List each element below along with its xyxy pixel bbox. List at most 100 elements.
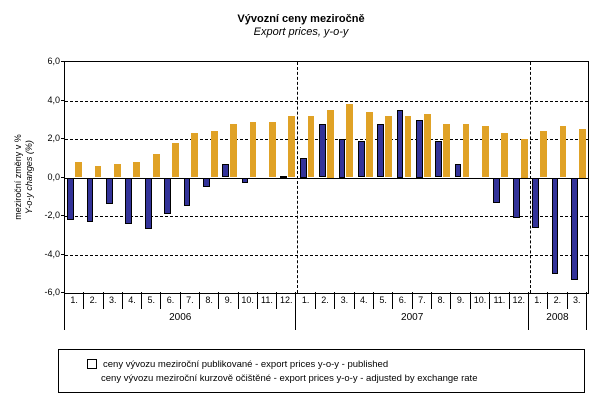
bar-adjusted-2007-7 — [423, 113, 431, 178]
month-label-2007-9: 9. — [451, 292, 471, 309]
month-label-2007-8: 8. — [432, 292, 452, 309]
month-label-2006-6: 6. — [161, 292, 181, 309]
x-axis: 1. 2. 3. 4. 5. 6. 7. 8. 9. 10. 11. 12. 2006 1. 2. 3. 4. 5… — [64, 292, 589, 330]
bar-adjusted-2006-3 — [114, 164, 121, 178]
month-label-2007-6: 6. — [393, 292, 413, 309]
bar-adjusted-2006-11 — [268, 121, 276, 178]
gridline--4,0 — [65, 254, 588, 256]
bar-published-2007-7 — [415, 119, 423, 178]
y-tick-mark-5 — [61, 253, 65, 255]
y-tick-mark-0 — [61, 61, 65, 62]
month-label-2007-1: 1. — [296, 292, 316, 309]
year-group-2007: 1. 2. 3. 4. 5. 6. 7. 8. 9. 10. 11. 12. 2007 — [296, 292, 529, 330]
y-tick-mark-6 — [61, 292, 65, 293]
bar-adjusted-2006-8 — [210, 131, 218, 178]
y-tick-mark-2 — [61, 138, 65, 139]
bar-adjusted-2007-12 — [520, 139, 528, 178]
month-label-2006-7: 7. — [181, 292, 200, 309]
month-label-2007-10: 10. — [471, 292, 491, 309]
bar-published-2006-8 — [202, 177, 210, 188]
bar-adjusted-2006-7 — [191, 133, 199, 178]
y-tick-label-4: -2,0 — [44, 210, 60, 220]
chart-subtitle: Export prices, y-o-y — [253, 26, 349, 38]
bar-published-2008-3 — [570, 177, 578, 280]
bar-published-2006-12 — [280, 175, 288, 178]
year-group-2006: 1. 2. 3. 4. 5. 6. 7. 8. 9. 10. 11. 12. 2006 — [64, 292, 297, 330]
bar-published-2006-5 — [144, 177, 152, 230]
legend-row-adjusted: ceny vývozu meziroční kurzově očištěné -… — [87, 373, 584, 384]
legend-label-published: ceny vývozu meziroční publikované - expo… — [103, 358, 389, 370]
y-tick-label-3: 0,0 — [47, 171, 60, 182]
month-label-2006-5: 5. — [142, 292, 162, 309]
bar-adjusted-2007-1 — [307, 115, 315, 178]
bar-adjusted-2007-8 — [443, 123, 451, 178]
y-axis-title-czech: meziroční změny v % — [13, 134, 23, 220]
month-label-2006-4: 4. — [123, 292, 143, 309]
bar-published-2006-2 — [86, 177, 94, 222]
month-label-2006-1: 1. — [65, 292, 85, 309]
month-label-2006-10: 10. — [239, 292, 258, 309]
month-label-2006-9: 9. — [219, 292, 239, 309]
bar-adjusted-2007-3 — [346, 104, 354, 178]
y-tick-label-5: -4,0 — [44, 248, 60, 259]
y-tick-mark-3 — [61, 176, 65, 178]
month-label-2007-11: 11. — [490, 292, 510, 309]
bar-adjusted-2006-2 — [94, 165, 102, 178]
chart-title: Vývozní ceny meziročně — [237, 13, 365, 25]
month-label-2006-11: 11. — [258, 292, 278, 309]
bar-adjusted-2007-11 — [501, 133, 509, 178]
bar-adjusted-2008-2 — [559, 125, 567, 178]
gridline-2,0 — [65, 139, 588, 140]
bar-published-2007-2 — [319, 123, 326, 178]
bar-published-2008-1 — [532, 177, 539, 228]
bar-adjusted-2006-1 — [75, 162, 83, 178]
y-tick-mark-1 — [61, 99, 65, 101]
bar-published-2006-7 — [183, 177, 191, 207]
bar-adjusted-2007-2 — [327, 110, 334, 178]
adjusted-series-swatch — [87, 374, 95, 382]
month-label-2008-1: 1. — [529, 292, 549, 309]
y-tick-mark-4 — [61, 215, 65, 216]
bar-adjusted-2007-4 — [365, 112, 373, 178]
plot-area — [64, 61, 589, 294]
bar-adjusted-2006-9 — [230, 123, 237, 178]
month-label-2007-4: 4. — [355, 292, 374, 309]
year-group-2008: 1. 2. 3. 2008 — [529, 292, 587, 330]
bar-published-2006-10 — [241, 177, 249, 184]
month-row-2008: 1. 2. 3. — [529, 292, 586, 309]
month-label-2006-2: 2. — [84, 292, 104, 309]
month-label-2008-3: 3. — [573, 295, 581, 305]
gridline-4,0 — [65, 100, 588, 102]
legend-box: ceny vývozu meziroční publikované - expo… — [58, 349, 585, 393]
bar-adjusted-2006-6 — [172, 142, 179, 178]
bar-adjusted-2007-5 — [385, 115, 392, 178]
bar-adjusted-2006-10 — [249, 121, 257, 178]
bar-published-2007-4 — [357, 140, 365, 178]
bar-published-2007-11 — [493, 177, 501, 203]
bar-adjusted-2006-12 — [288, 115, 296, 178]
month-label-2007-3: 3. — [335, 292, 355, 309]
month-row-2006: 1. 2. 3. 4. 5. 6. 7. 8. 9. 10. 11. 12. — [65, 292, 295, 309]
legend-row-published: ceny vývozu meziroční publikované - expo… — [87, 359, 584, 370]
bar-published-2007-8 — [435, 140, 443, 178]
zero-baseline — [65, 177, 588, 179]
month-label-2007-2: 2. — [316, 292, 336, 309]
bar-published-2006-6 — [164, 177, 171, 215]
bar-published-2007-9 — [454, 164, 462, 178]
y-tick-label-2: 2,0 — [47, 133, 60, 143]
bar-published-2006-4 — [125, 177, 133, 224]
month-label-2007-5: 5. — [374, 292, 394, 309]
bar-adjusted-2007-6 — [404, 115, 412, 178]
month-label-2006-12: 12. — [279, 295, 293, 305]
bar-published-2007-6 — [396, 110, 404, 178]
year-label-2007: 2007 — [401, 312, 424, 323]
month-label-2007-7: 7. — [413, 292, 433, 309]
bar-published-2008-2 — [551, 177, 559, 274]
bar-published-2007-1 — [299, 158, 307, 178]
bar-adjusted-2008-1 — [540, 131, 547, 178]
bar-published-2007-5 — [377, 123, 385, 178]
month-label-2006-3: 3. — [104, 292, 123, 309]
month-label-2006-8: 8. — [200, 292, 220, 309]
bar-published-2006-3 — [106, 177, 113, 205]
bar-adjusted-2008-3 — [578, 129, 586, 178]
